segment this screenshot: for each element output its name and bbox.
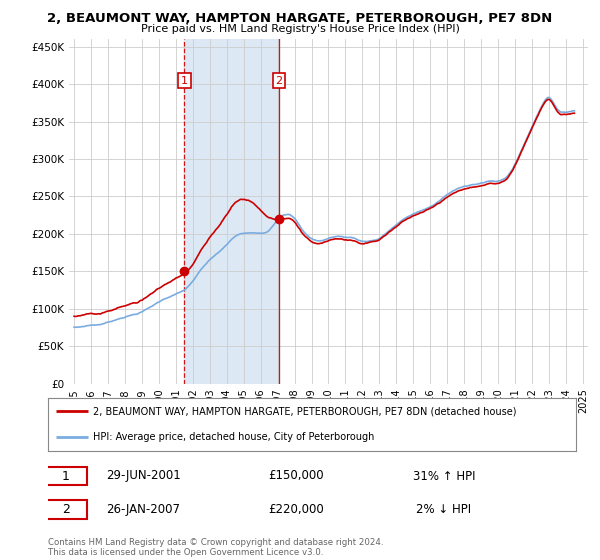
Text: 2% ↓ HPI: 2% ↓ HPI [416,503,472,516]
FancyBboxPatch shape [46,501,86,519]
Text: 2, BEAUMONT WAY, HAMPTON HARGATE, PETERBOROUGH, PE7 8DN: 2, BEAUMONT WAY, HAMPTON HARGATE, PETERB… [47,12,553,25]
Text: Contains HM Land Registry data © Crown copyright and database right 2024.
This d: Contains HM Land Registry data © Crown c… [48,538,383,557]
Text: £220,000: £220,000 [268,503,324,516]
Text: 2: 2 [62,503,70,516]
Text: Price paid vs. HM Land Registry's House Price Index (HPI): Price paid vs. HM Land Registry's House … [140,24,460,34]
Bar [184,39,279,384]
Text: 31% ↑ HPI: 31% ↑ HPI [413,469,475,483]
Text: 2: 2 [275,76,283,86]
Text: 29-JUN-2001: 29-JUN-2001 [106,469,181,483]
Text: 2, BEAUMONT WAY, HAMPTON HARGATE, PETERBOROUGH, PE7 8DN (detached house): 2, BEAUMONT WAY, HAMPTON HARGATE, PETERB… [93,407,517,417]
Text: 1: 1 [62,469,70,483]
Text: HPI: Average price, detached house, City of Peterborough: HPI: Average price, detached house, City… [93,432,374,442]
FancyBboxPatch shape [46,467,86,485]
Text: 26-JAN-2007: 26-JAN-2007 [106,503,180,516]
Text: 1: 1 [181,76,188,86]
Text: £150,000: £150,000 [268,469,324,483]
